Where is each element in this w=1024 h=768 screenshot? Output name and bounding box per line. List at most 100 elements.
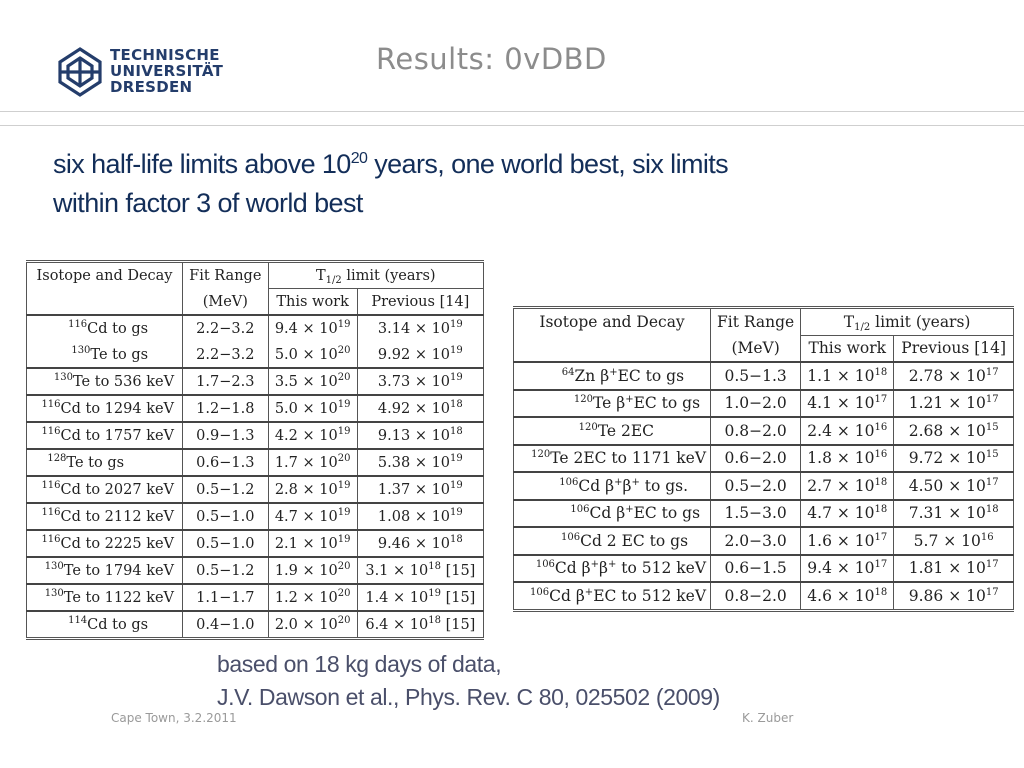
isotope-mass: 106 bbox=[535, 559, 555, 571]
this-work-cell: 4.7 × 1018 bbox=[800, 498, 895, 528]
mantissa: 4.7 bbox=[274, 508, 298, 525]
mantissa: 2.68 bbox=[908, 421, 944, 440]
times-ten: × 10 bbox=[943, 366, 986, 385]
times-ten: × 10 bbox=[943, 421, 986, 440]
fit-range-cell: 0.6−2.0 bbox=[710, 443, 802, 473]
results-table-right: Isotope and Decay Fit Range T1/2 limit (… bbox=[512, 306, 1014, 612]
previous-cell: 1.81 × 1017 bbox=[893, 553, 1014, 583]
data-note: based on 18 kg days of data, J.V. Dawson… bbox=[217, 648, 720, 714]
exponent: 20 bbox=[337, 614, 351, 626]
isotope-label: to gs. bbox=[639, 476, 689, 495]
exponent: 18 bbox=[874, 366, 888, 378]
header-previous: Previous [14] bbox=[356, 288, 485, 316]
this-work-cell: 4.6 × 1018 bbox=[800, 581, 895, 611]
exponent: 20 bbox=[337, 587, 351, 599]
exponent: 17 bbox=[985, 366, 999, 378]
isotope-label: Cd to 2112 keV bbox=[60, 508, 175, 525]
isotope-mass: 128 bbox=[47, 452, 67, 464]
table-row: 116Cd to 1294 keV 1.2−1.8 5.0 × 1019 4.92 ×… bbox=[25, 394, 485, 423]
this-work-cell: 2.7 × 1018 bbox=[800, 471, 895, 500]
isotope-label: Te to gs bbox=[90, 346, 149, 363]
mantissa: 9.72 bbox=[908, 449, 944, 468]
logo-line: UNIVERSITÄT bbox=[110, 62, 224, 80]
fit-range-value: 1.0−2.0 bbox=[724, 394, 787, 413]
mantissa: 1.8 bbox=[807, 449, 832, 468]
table-row: 120Te β+EC to gs 1.0−2.0 4.1 × 1017 1.21 × … bbox=[512, 388, 1014, 418]
exponent: 19 bbox=[450, 371, 463, 383]
times-ten: × 10 bbox=[297, 508, 338, 525]
times-ten: × 10 bbox=[388, 562, 429, 579]
isotope-decay-cell: 130Te to 536 keV bbox=[25, 367, 184, 396]
fit-range-value: 0.5−1.2 bbox=[196, 562, 255, 579]
times-ten: × 10 bbox=[410, 373, 451, 390]
times-ten: × 10 bbox=[938, 531, 981, 550]
isotope-decay-cell: 120Te 2EC to 1171 keV bbox=[512, 443, 712, 473]
table-row: 130Te to 536 keV 1.7−2.3 3.5 × 1020 3.73 × … bbox=[25, 367, 485, 396]
header-isotope-blank bbox=[512, 335, 712, 363]
headline-exponent: 20 bbox=[350, 150, 368, 167]
exponent: 18 bbox=[450, 398, 463, 410]
isotope-label: EC to gs bbox=[633, 504, 701, 523]
fit-range-value: 2.2−3.2 bbox=[196, 346, 255, 363]
exponent: 19 bbox=[337, 506, 351, 518]
exponent: 17 bbox=[874, 531, 888, 543]
previous-cell: 2.68 × 1015 bbox=[893, 416, 1014, 445]
this-work-cell: 4.7 × 1019 bbox=[267, 502, 358, 531]
note-line: based on 18 kg days of data, bbox=[217, 651, 502, 677]
fit-range-value: 0.5−1.0 bbox=[196, 508, 255, 525]
mantissa: 2.8 bbox=[274, 481, 298, 498]
beta-charge: + bbox=[625, 394, 634, 406]
fit-range-value: 0.5−1.3 bbox=[724, 366, 787, 385]
isotope-decay-cell: 106Cd β+EC to 512 keV bbox=[512, 581, 712, 611]
mantissa: 9.46 bbox=[377, 535, 411, 552]
header-limit: T1/2 limit (years) bbox=[267, 261, 485, 289]
beta-charge: + bbox=[609, 366, 618, 378]
exponent: 18 bbox=[874, 586, 888, 598]
exponent: 17 bbox=[985, 586, 999, 598]
table-row: 106Cd β+β+ to gs. 0.5−2.0 2.7 × 1018 4.50 ×… bbox=[512, 471, 1014, 500]
mantissa: 9.86 bbox=[908, 586, 944, 605]
isotope-mass: 116 bbox=[41, 479, 61, 491]
table-row: 116Cd to gs 2.2−3.2 9.4 × 1019 3.14 × 1019 bbox=[25, 314, 485, 342]
fit-range-cell: 0.9−1.3 bbox=[182, 421, 269, 450]
exponent: 19 bbox=[337, 479, 351, 491]
citation: J.V. Dawson et al., Phys. Rev. C 80, 025… bbox=[217, 684, 720, 710]
times-ten: × 10 bbox=[410, 508, 451, 525]
logo-line: DRESDEN bbox=[110, 78, 193, 96]
exponent: 17 bbox=[985, 394, 999, 406]
exponent: 19 bbox=[450, 506, 463, 518]
previous-cell: 5.38 × 1019 bbox=[356, 448, 485, 477]
exponent: 19 bbox=[450, 452, 463, 464]
this-work-cell: 5.0 × 1020 bbox=[267, 341, 358, 369]
isotope-label: Te to 536 keV bbox=[73, 373, 175, 390]
table-row: 130Te to gs 2.2−3.2 5.0 × 1020 9.92 × 1019 bbox=[25, 341, 485, 369]
this-work-cell: 1.6 × 1017 bbox=[800, 526, 895, 555]
times-ten: × 10 bbox=[943, 559, 986, 578]
fit-range-cell: 1.2−1.8 bbox=[182, 394, 269, 423]
exponent: 20 bbox=[337, 344, 351, 356]
fit-range-value: 0.5−2.0 bbox=[724, 476, 787, 495]
header-limit-sub: 1/2 bbox=[854, 321, 871, 333]
times-ten: × 10 bbox=[297, 562, 338, 579]
isotope-mass: 116 bbox=[41, 533, 61, 545]
isotope-mass: 130 bbox=[44, 560, 64, 572]
isotope-label: Cd bbox=[554, 559, 582, 578]
this-work-cell: 3.5 × 1020 bbox=[267, 367, 358, 396]
fit-range-cell: 0.5−1.0 bbox=[182, 529, 269, 558]
table-row: 130Te to 1794 keV 0.5−1.2 1.9 × 1020 3.1 × … bbox=[25, 556, 485, 585]
table-row: 106Cd β+β+ to 512 keV 0.6−1.5 9.4 × 1017 1.… bbox=[512, 553, 1014, 583]
reference: [15] bbox=[440, 616, 476, 633]
isotope-label: Te to 1122 keV bbox=[63, 589, 175, 606]
table-header-row: Isotope and Decay Fit Range T1/2 limit (… bbox=[512, 307, 1014, 336]
mantissa: 1.6 bbox=[807, 531, 832, 550]
isotope-decay-cell: 116Cd to gs bbox=[25, 314, 184, 342]
headline-text: six half-life limits above 10 bbox=[53, 149, 351, 179]
header-divider bbox=[0, 125, 1024, 126]
exponent: 15 bbox=[985, 449, 999, 461]
isotope-mass: 120 bbox=[578, 421, 598, 433]
header-fit-range: Fit Range bbox=[182, 261, 269, 289]
isotope-decay-cell: 64Zn β+EC to gs bbox=[512, 361, 712, 390]
times-ten: × 10 bbox=[297, 427, 338, 444]
mantissa: 1.4 bbox=[365, 589, 389, 606]
isotope-decay-cell: 116Cd to 1294 keV bbox=[25, 394, 184, 423]
